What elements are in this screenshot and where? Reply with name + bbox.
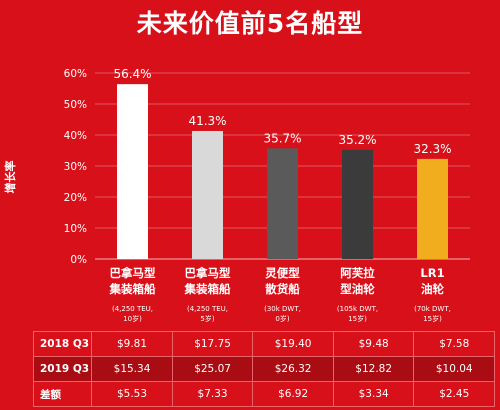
row-label: 2018 Q3 [32, 331, 93, 357]
data-label: 56.4% [113, 67, 151, 81]
row-label: 差额 [32, 381, 93, 407]
table-cell: $10.04 [413, 356, 495, 382]
bar [267, 148, 298, 259]
table-cell: $2.45 [413, 381, 495, 407]
data-label: 35.2% [338, 133, 376, 147]
y-tick-label: 0% [70, 254, 87, 266]
x-category-label: 巴拿马型 [110, 266, 156, 280]
x-category-spec: 5岁) [200, 314, 214, 323]
x-category-label: 型油轮 [340, 282, 375, 296]
bar [117, 84, 148, 259]
data-label: 35.7% [263, 131, 301, 145]
table-row: 2018 Q3 $9.81 $17.75 $19.40 $9.48 $7.58 [32, 331, 495, 357]
data-label: 41.3% [188, 114, 226, 128]
table-cell: $15.34 [91, 356, 173, 382]
page-title: 未来价值前5名船型 [136, 9, 364, 38]
data-label: 32.3% [413, 142, 451, 156]
x-category-label: 集装箱船 [184, 282, 231, 296]
y-tick-label: 40% [64, 130, 87, 142]
table-cell: $9.48 [332, 331, 415, 357]
x-category-label: 油轮 [421, 282, 444, 296]
table-row: 差额 $5.53 $7.33 $6.92 $3.34 $2.45 [32, 381, 495, 407]
x-category-label: LR1 [420, 266, 444, 280]
x-category-spec: 0岁) [275, 314, 289, 323]
x-category-spec: 10岁) [123, 314, 142, 323]
table-cell: $7.33 [171, 381, 254, 407]
bar-chart: 0% 10% 20% 30% 40% 50% 60% 56.4% 41.3% 35.7% 35.2… [3, 67, 470, 323]
x-category-label: 散货船 [265, 282, 300, 296]
y-tick-label: 50% [64, 99, 87, 111]
bar [192, 130, 223, 259]
bar [342, 149, 373, 259]
y-tick-label: 10% [64, 223, 87, 235]
table-cell: $19.40 [252, 331, 334, 357]
table-cell: $6.92 [252, 381, 334, 407]
table-cell: $25.07 [171, 356, 254, 382]
table-cell: $26.32 [252, 356, 334, 382]
x-category-spec: (105k DWT, [337, 305, 378, 313]
table-cell: $9.81 [91, 331, 173, 357]
table-cell: $7.58 [413, 331, 495, 357]
y-tick-label: 60% [64, 68, 87, 80]
table-cell: $12.82 [332, 356, 415, 382]
x-category-label: 集装箱船 [109, 282, 156, 296]
x-category-spec: (30k DWT, [264, 305, 301, 313]
row-label: 2019 Q3 [32, 356, 93, 382]
value-table: 2018 Q3 $9.81 $17.75 $19.40 $9.48 $7.58 2019 Q… [32, 331, 495, 407]
x-category-spec: (70k DWT, [414, 305, 451, 313]
y-axis-label: 增长率 [3, 161, 17, 194]
x-category-spec: (4,250 TEU, [112, 305, 153, 313]
x-category-label: 巴拿马型 [185, 266, 231, 280]
x-category-label: 阿芙拉 [340, 266, 375, 280]
table-cell: $5.53 [91, 381, 173, 407]
bar [417, 158, 448, 259]
x-category-label: 灵便型 [265, 266, 300, 280]
x-category-spec: 15岁) [423, 314, 442, 323]
x-category-spec: 15岁) [348, 314, 367, 323]
x-category-spec: (4,250 TEU, [187, 305, 228, 313]
table-cell: $3.34 [332, 381, 415, 407]
table-cell: $17.75 [171, 331, 254, 357]
y-tick-label: 20% [64, 192, 87, 204]
table-row: 2019 Q3 $15.34 $25.07 $26.32 $12.82 $10.04 [32, 356, 495, 382]
y-tick-label: 30% [64, 161, 87, 173]
